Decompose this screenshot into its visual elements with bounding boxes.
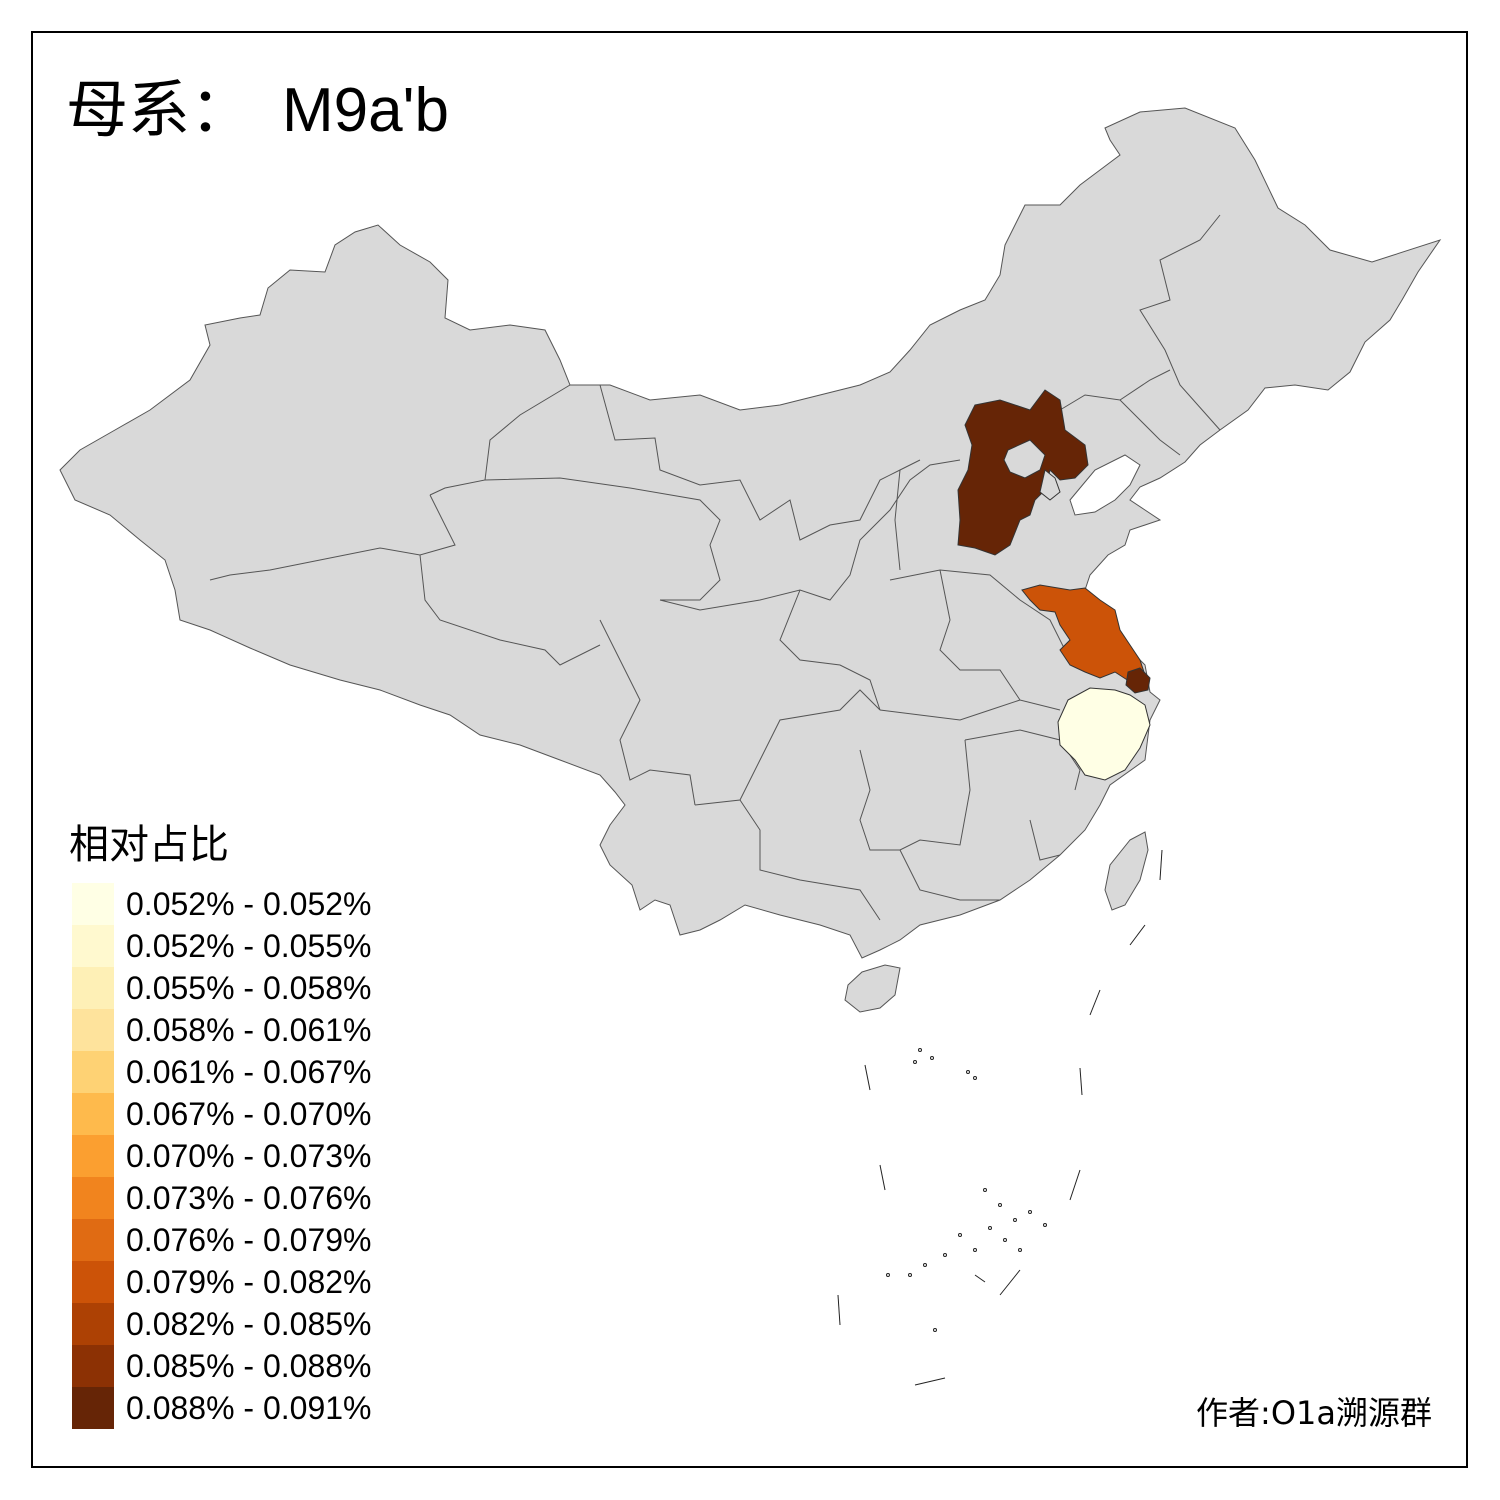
legend-label: 0.088% - 0.091% [126, 1389, 372, 1426]
legend-swatch [72, 1177, 114, 1219]
legend-label: 0.055% - 0.058% [126, 969, 372, 1006]
legend-item: 0.085% - 0.088% [72, 1345, 372, 1387]
legend-item: 0.079% - 0.082% [72, 1261, 372, 1303]
region-jiangsu [1021, 584, 1146, 686]
legend-label: 0.076% - 0.079% [126, 1221, 372, 1258]
legend-item: 0.088% - 0.091% [72, 1387, 372, 1429]
map-frame [31, 31, 1468, 1468]
legend-swatch [72, 1219, 114, 1261]
legend-item: 0.067% - 0.070% [72, 1093, 372, 1135]
legend-title: 相对占比 [69, 822, 229, 868]
region-mainland [59, 107, 1442, 959]
legend-item: 0.073% - 0.076% [72, 1177, 372, 1219]
legend-item: 0.070% - 0.073% [72, 1135, 372, 1177]
legend-label: 0.073% - 0.076% [126, 1179, 372, 1216]
legend-swatch [72, 1261, 114, 1303]
legend-label: 0.058% - 0.061% [126, 1011, 372, 1048]
legend-item: 0.061% - 0.067% [72, 1051, 372, 1093]
legend-label: 0.070% - 0.073% [126, 1137, 372, 1174]
legend-item: 0.082% - 0.085% [72, 1303, 372, 1345]
region-beijing [1003, 439, 1046, 479]
south-china-sea-islands [837, 849, 1163, 1386]
legend-swatch [72, 1135, 114, 1177]
map-title: 母系： M9a'b [66, 72, 449, 149]
legend-label: 0.085% - 0.088% [126, 1347, 372, 1384]
legend-swatch [72, 1345, 114, 1387]
title-haplogroup: M9a'b [282, 76, 449, 145]
region-hainan [844, 964, 901, 1013]
author-credit: 作者:O1a溯源群 [1196, 1394, 1432, 1432]
legend-swatch [72, 1093, 114, 1135]
legend-swatch [72, 1303, 114, 1345]
highlighted-provinces [957, 389, 1151, 781]
legend-swatch [72, 1387, 114, 1429]
legend-swatch [72, 1051, 114, 1093]
legend-item: 0.058% - 0.061% [72, 1009, 372, 1051]
province-borders [209, 214, 1221, 921]
title-label: 母系： [66, 73, 253, 146]
legend-swatch [72, 925, 114, 967]
legend-label: 0.082% - 0.085% [126, 1305, 372, 1342]
legend: 0.052% - 0.052% 0.052% - 0.055% 0.055% - 0… [72, 883, 372, 1429]
mainland-base [59, 107, 1442, 1013]
region-taiwan [1104, 831, 1149, 911]
region-zhejiang [1057, 687, 1151, 781]
legend-item: 0.052% - 0.052% [72, 883, 372, 925]
legend-label: 0.052% - 0.052% [126, 885, 372, 922]
region-shanghai [1125, 667, 1151, 694]
legend-label: 0.061% - 0.067% [126, 1053, 372, 1090]
legend-label: 0.067% - 0.070% [126, 1095, 372, 1132]
region-tianjin [1039, 469, 1061, 501]
legend-label: 0.052% - 0.055% [126, 927, 372, 964]
legend-item: 0.055% - 0.058% [72, 967, 372, 1009]
bohai-sea [1069, 454, 1141, 516]
legend-swatch [72, 1009, 114, 1051]
legend-label: 0.079% - 0.082% [126, 1263, 372, 1300]
legend-swatch [72, 883, 114, 925]
legend-swatch [72, 967, 114, 1009]
legend-item: 0.052% - 0.055% [72, 925, 372, 967]
legend-item: 0.076% - 0.079% [72, 1219, 372, 1261]
